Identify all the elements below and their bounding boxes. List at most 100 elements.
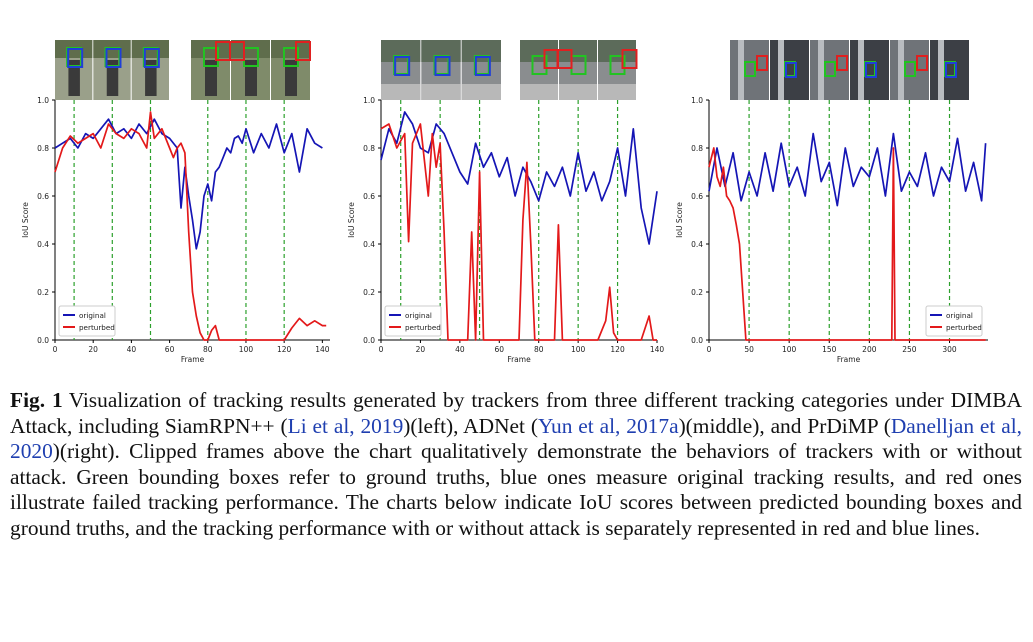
x-tick-label: 100 [782, 345, 797, 354]
y-tick-label: 1.0 [363, 96, 375, 105]
caption-text-4: )(right). Clipped frames above the chart… [10, 439, 1022, 540]
road-surface [520, 84, 558, 100]
failed-track-box [836, 55, 848, 71]
ground-truth-box [744, 61, 756, 77]
x-axis-label: Frame [507, 355, 531, 364]
figure-caption: Fig. 1 Visualization of tracking results … [10, 388, 1022, 542]
lane-marking [818, 40, 824, 100]
x-tick-label: 120 [277, 345, 292, 354]
background-buildings [461, 40, 501, 62]
legend-box [384, 305, 442, 337]
background-buildings [598, 40, 636, 62]
x-axis-label: Frame [181, 355, 205, 364]
original-track-box [394, 56, 411, 76]
legend-box [58, 305, 116, 337]
x-tick-label: 100 [239, 345, 254, 354]
x-tick-label: 60 [495, 345, 505, 354]
original-track-box [945, 62, 957, 78]
original-track-box [143, 48, 160, 68]
citation-yun-2017a[interactable]: Yun et al, 2017a [537, 413, 679, 438]
video-frame-thumbnail [770, 40, 809, 100]
road-surface [559, 84, 597, 100]
cyclist-figure [245, 60, 257, 96]
road-surface [598, 84, 636, 100]
series-line-original [54, 118, 323, 250]
failed-track-box [556, 49, 573, 69]
x-tick-label: 300 [942, 345, 957, 354]
lane-marking [938, 40, 944, 100]
citation-danelljan-2020[interactable]: Danelljan et al, 2020 [10, 413, 1022, 464]
y-axis-label: IoU Score [675, 202, 684, 238]
original-track-box [67, 48, 84, 68]
legend-label-original: original [79, 311, 106, 320]
x-tick-label: 0 [53, 345, 58, 354]
failed-track-box [756, 55, 768, 71]
y-tick-label: 0.2 [691, 288, 703, 297]
lane-marking [858, 40, 864, 100]
y-tick-label: 0.4 [37, 240, 49, 249]
series-line-perturbed [708, 147, 986, 341]
ground-truth-box [824, 61, 836, 77]
y-tick-label: 0.6 [363, 192, 375, 201]
citation-li-2019[interactable]: Li et al, 2019 [287, 413, 404, 438]
x-tick-label: 40 [455, 345, 465, 354]
original-track-box [785, 62, 797, 78]
series-line-perturbed [54, 111, 327, 341]
x-tick-label: 20 [416, 345, 426, 354]
x-tick-label: 120 [610, 345, 625, 354]
cyclist-figure [145, 60, 157, 96]
ground-truth-box [904, 61, 916, 77]
chart-panel-3: 0.0 0.2 0.4 0.6 0.8 1.0 0 50 100 150 200 250 300 Fram… [675, 40, 988, 364]
ground-truth-box [609, 55, 626, 75]
y-tick-label: 1.0 [37, 96, 49, 105]
series-line-original [708, 132, 987, 207]
cyclist-figure [68, 60, 80, 96]
y-tick-label: 0.0 [691, 336, 703, 345]
x-tick-label: 250 [902, 345, 917, 354]
failed-track-box [295, 41, 311, 61]
caption-text-1: Visualization of tracking results genera… [10, 388, 1022, 438]
lane-marking [738, 40, 744, 100]
chart-panel-1: 0.0 0.2 0.4 0.6 0.8 1.0 0 20 40 60 80 100 120 140 Fram… [21, 40, 330, 364]
failed-track-box [916, 55, 928, 71]
x-axis-label: Frame [837, 355, 861, 364]
x-tick-label: 60 [165, 345, 175, 354]
background-buildings [381, 40, 421, 62]
lane-marking [898, 40, 904, 100]
legend-label-perturbed: perturbed [79, 323, 115, 332]
y-tick-label: 0.0 [363, 336, 375, 345]
caption-text-3: )(middle), and PrDiMP ( [678, 413, 891, 438]
legend-box [925, 305, 983, 337]
lane-marking [778, 40, 784, 100]
original-track-box [434, 56, 451, 76]
series-line-original [380, 111, 658, 245]
figure-panels: 0.0 0.2 0.4 0.6 0.8 1.0 0 20 40 60 80 100 120 140 Fram… [21, 40, 988, 364]
y-tick-label: 0.2 [37, 288, 49, 297]
x-tick-label: 20 [88, 345, 98, 354]
original-track-box [474, 56, 491, 76]
road-surface [461, 84, 501, 100]
caption-text-2: )(left), ADNet ( [403, 413, 538, 438]
x-tick-label: 200 [862, 345, 877, 354]
y-tick-label: 0.8 [363, 144, 375, 153]
legend-label-original: original [946, 311, 973, 320]
y-tick-label: 0.6 [691, 192, 703, 201]
y-tick-label: 0.8 [37, 144, 49, 153]
y-tick-label: 0.8 [691, 144, 703, 153]
road-surface [381, 84, 421, 100]
background-buildings [421, 40, 461, 62]
background-buildings [559, 40, 597, 62]
y-axis-label: IoU Score [21, 202, 30, 238]
x-tick-label: 140 [650, 345, 665, 354]
y-tick-label: 0.4 [691, 240, 703, 249]
x-tick-label: 40 [127, 345, 137, 354]
y-tick-label: 0.4 [363, 240, 375, 249]
background-buildings [520, 40, 558, 62]
legend-label-original: original [405, 311, 432, 320]
series-line-perturbed [380, 123, 657, 341]
cyclist-figure [285, 60, 297, 96]
chart-panel-2: 0.0 0.2 0.4 0.6 0.8 1.0 0 20 40 60 80 100 120 140 Fram… [347, 40, 664, 364]
ground-truth-box [531, 55, 548, 75]
x-tick-label: 150 [822, 345, 837, 354]
original-track-box [105, 48, 122, 68]
